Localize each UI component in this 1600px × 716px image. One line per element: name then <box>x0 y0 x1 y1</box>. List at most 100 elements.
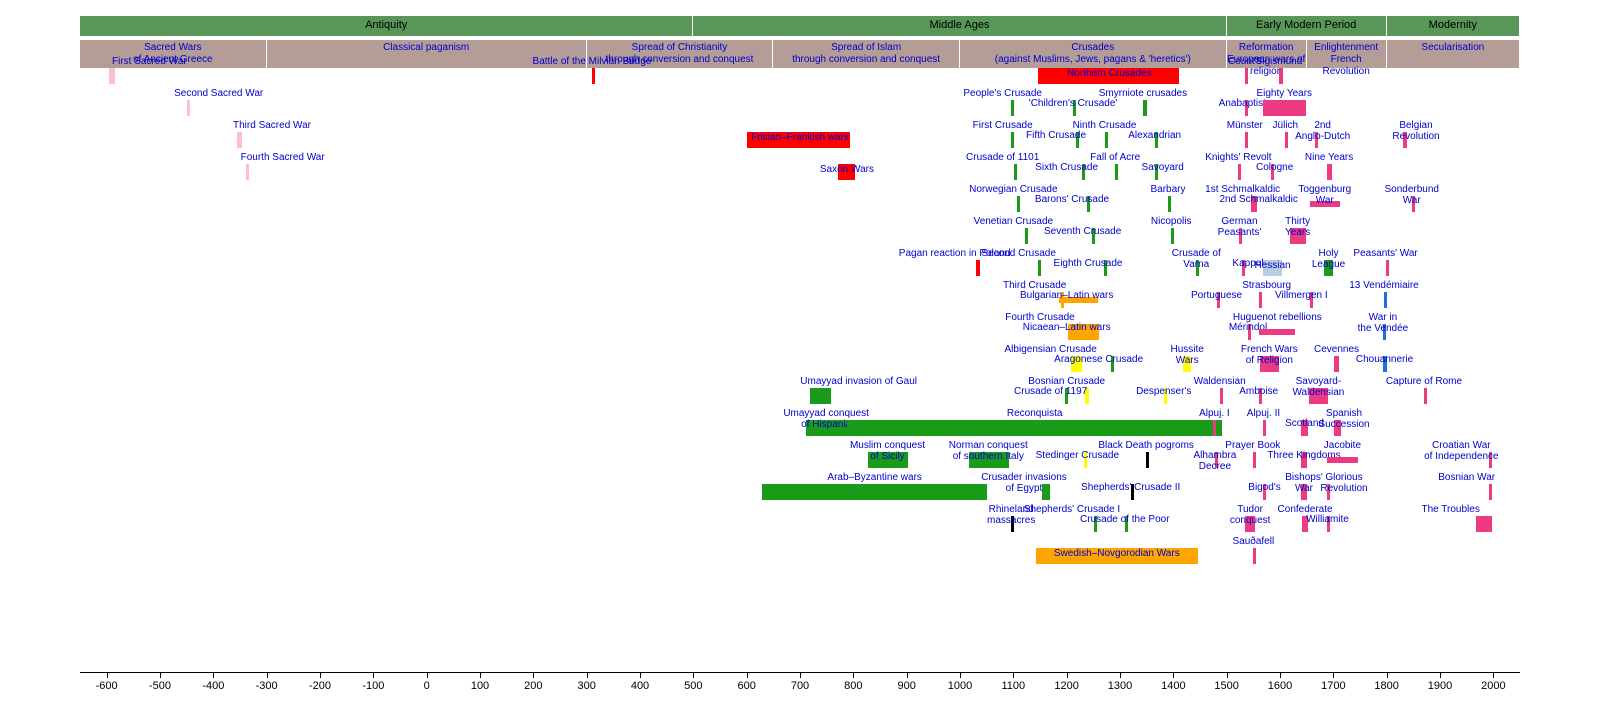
event-label: Cologne <box>1256 162 1293 173</box>
event-label: Peasants' War <box>1353 248 1417 259</box>
event-label: Smyrniote crusades <box>1099 88 1187 99</box>
event-bar <box>1245 100 1248 116</box>
event-bar <box>1196 260 1199 276</box>
event-label: Aragonese Crusade <box>1054 354 1143 365</box>
axis-tick-label: 1100 <box>1002 680 1026 692</box>
event-label: The Troubles <box>1421 504 1479 515</box>
event-bar <box>246 164 249 180</box>
event-bar <box>1215 452 1218 468</box>
event-bar <box>1424 388 1427 404</box>
event-bar <box>1386 260 1389 276</box>
chart-area: First Sacred WarBattle of the Milvian Br… <box>80 68 1520 668</box>
event-label: Alpuj. II <box>1247 408 1280 419</box>
axis-tick <box>1333 672 1334 678</box>
event-bar <box>1309 388 1328 404</box>
event-label: Strasbourg <box>1242 280 1291 291</box>
timeline-chart: AntiquityMiddle AgesEarly Modern PeriodM… <box>0 16 1600 716</box>
event-bar <box>1253 548 1256 564</box>
axis-tick-label: 100 <box>471 680 489 692</box>
event-label: Stedinger Crusade <box>1036 450 1119 461</box>
event-label: Knights' Revolt <box>1205 152 1271 163</box>
axis-tick-label: 700 <box>791 680 809 692</box>
event-label: Umayyad invasion of Gaul <box>800 376 917 387</box>
event-bar <box>1238 164 1241 180</box>
event-bar <box>1271 164 1274 180</box>
event-bar <box>1065 388 1068 404</box>
axis-tick <box>267 672 268 678</box>
event-bar <box>1383 324 1386 340</box>
event-bar <box>868 452 908 468</box>
event-bar <box>1245 132 1248 148</box>
event-bar <box>1327 484 1330 500</box>
event-bar <box>1290 228 1306 244</box>
event-label: Eighth Crusade <box>1054 258 1123 269</box>
event-label: Crusader invasionsof Egypt <box>981 472 1067 494</box>
event-bar <box>1171 228 1174 244</box>
event-label: Fall of Acre <box>1090 152 1140 163</box>
event-bar <box>1143 100 1147 116</box>
subera-cell: Spread of Islamthrough conversion and co… <box>773 40 960 68</box>
event-bar <box>1087 196 1090 212</box>
axis-tick <box>480 672 481 678</box>
axis-tick-label: 1000 <box>948 680 972 692</box>
event-bar <box>592 68 595 84</box>
event-label: Shepherds' Crusade I <box>1024 504 1120 515</box>
axis-tick <box>213 672 214 678</box>
event-bar <box>1403 132 1408 148</box>
era-header-top: AntiquityMiddle AgesEarly Modern PeriodM… <box>80 16 1520 36</box>
era-header-sub: Sacred Warsof Ancient GreeceClassical pa… <box>80 40 1520 68</box>
axis-tick-label: 900 <box>897 680 915 692</box>
event-label: Kappel <box>1232 258 1263 269</box>
event-label: Huguenot rebellions <box>1233 312 1322 323</box>
axis-tick-label: -500 <box>149 680 171 692</box>
axis-tick <box>960 672 961 678</box>
axis-tick-label: 500 <box>684 680 702 692</box>
event-bar <box>1104 260 1107 276</box>
axis-tick <box>800 672 801 678</box>
axis-tick-label: 400 <box>631 680 649 692</box>
event-label: Capture of Rome <box>1386 376 1462 387</box>
event-bar <box>1059 297 1098 303</box>
event-bar <box>1263 100 1306 116</box>
event-bar <box>838 164 855 180</box>
event-label: Jacobite <box>1324 440 1361 451</box>
event-bar <box>1094 516 1097 532</box>
event-bar <box>1412 196 1415 212</box>
event-bar <box>1220 388 1223 404</box>
event-label: Third Crusade <box>1003 280 1066 291</box>
event-bar <box>1327 164 1332 180</box>
event-bar <box>806 420 847 436</box>
event-label: 1st Schmalkaldic <box>1205 184 1280 195</box>
event-label: Bosnian Crusade <box>1028 376 1105 387</box>
event-bar <box>1076 132 1079 148</box>
event-bar <box>1011 132 1014 148</box>
axis-tick-label: -600 <box>96 680 118 692</box>
event-bar <box>1213 420 1216 436</box>
event-bar <box>1259 292 1262 308</box>
event-bar <box>1334 420 1341 436</box>
event-bar <box>1217 292 1220 308</box>
event-bar <box>1042 484 1050 500</box>
event-label: Pagan reaction in Poland <box>899 248 1011 259</box>
event-label: Fourth Sacred War <box>241 152 325 163</box>
axis-tick-label: 300 <box>577 680 595 692</box>
event-bar <box>1489 484 1492 500</box>
event-bar <box>1248 324 1251 340</box>
event-label: SpanishSuccession <box>1318 408 1369 430</box>
event-bar <box>1302 516 1308 532</box>
axis-tick-label: 200 <box>524 680 542 692</box>
event-bar <box>969 452 1009 468</box>
event-bar <box>847 420 1222 436</box>
event-label: First Crusade <box>973 120 1033 131</box>
event-bar <box>1164 388 1167 404</box>
event-label: Barons' Crusade <box>1035 194 1109 205</box>
event-bar <box>1084 452 1087 468</box>
event-label: Norwegian Crusade <box>969 184 1057 195</box>
event-bar <box>1263 260 1282 276</box>
event-bar <box>1315 132 1318 148</box>
event-label: Eighty Years <box>1256 88 1312 99</box>
event-bar <box>1301 484 1307 500</box>
axis-tick <box>107 672 108 678</box>
event-bar <box>1327 457 1358 463</box>
event-label: 2nd Schmalkaldic <box>1219 194 1297 205</box>
